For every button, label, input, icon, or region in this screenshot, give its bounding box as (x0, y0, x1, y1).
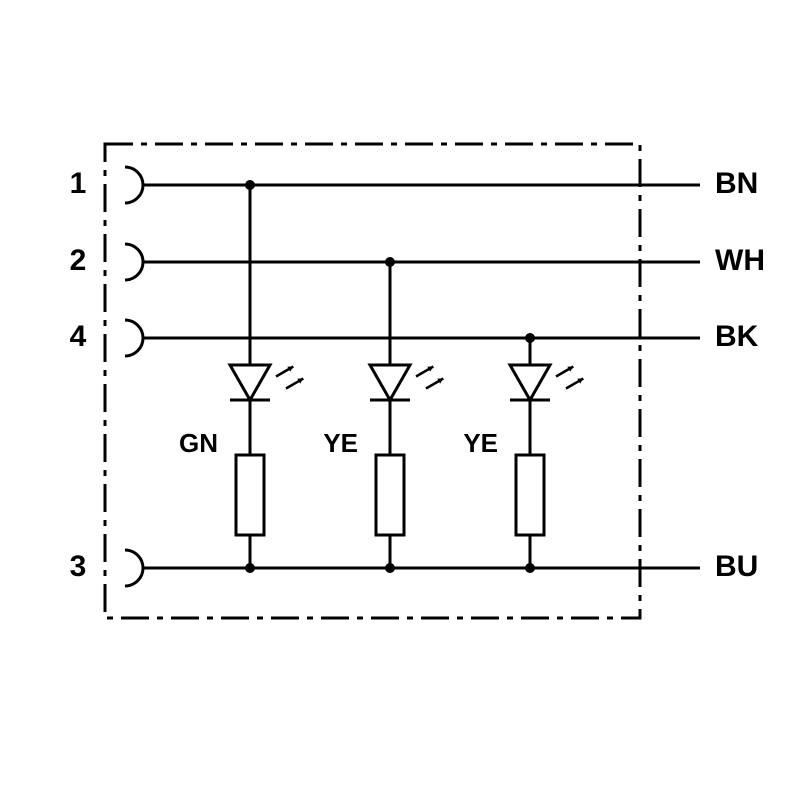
led-triangle (230, 365, 270, 400)
led-color-label: GN (179, 428, 218, 458)
resistor (376, 455, 404, 535)
socket-arc (125, 244, 143, 280)
socket-arc (125, 167, 143, 203)
pin-number: 4 (70, 320, 87, 353)
boundary-box (105, 144, 640, 618)
led-color-label: YE (323, 428, 358, 458)
led-color-label: YE (463, 428, 498, 458)
led-triangle (510, 365, 550, 400)
socket-arc (125, 320, 143, 356)
resistor (236, 455, 264, 535)
wire-label: BN (715, 167, 758, 200)
socket-arc (125, 550, 143, 586)
wire-label: BK (715, 320, 759, 353)
resistor (516, 455, 544, 535)
pin-number: 2 (70, 244, 87, 277)
pin-number: 1 (70, 167, 87, 200)
wire-label: WH (715, 244, 765, 277)
led-triangle (370, 365, 410, 400)
wire-label: BU (715, 550, 758, 583)
pin-number: 3 (70, 550, 87, 583)
circuit-diagram: 1 BN 2 WH 4 BK 3 BU GN YE YE (0, 0, 800, 800)
